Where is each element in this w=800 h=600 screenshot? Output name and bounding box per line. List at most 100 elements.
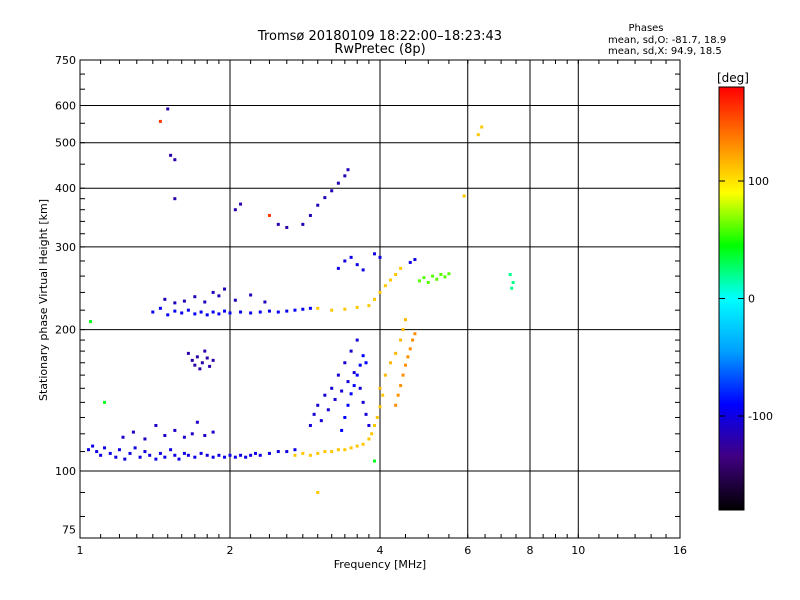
data-point — [422, 276, 426, 280]
data-point — [182, 299, 186, 303]
data-point — [263, 300, 267, 304]
data-point — [249, 293, 253, 297]
data-point — [193, 295, 197, 299]
data-point — [249, 453, 253, 457]
data-point — [408, 260, 412, 264]
data-point — [117, 448, 121, 452]
data-point — [217, 294, 221, 298]
data-point — [389, 278, 393, 282]
data-point — [95, 450, 99, 454]
data-point — [343, 307, 347, 311]
data-point — [330, 189, 334, 193]
data-point — [511, 280, 515, 284]
data-point — [301, 307, 305, 311]
data-point — [312, 412, 316, 416]
data-point — [233, 298, 237, 302]
colorbar-tick-label: 0 — [748, 293, 755, 306]
data-point — [349, 349, 353, 353]
data-point — [301, 451, 305, 455]
phase-info-x: mean, sd,X: 94.9, 18.5 — [608, 46, 722, 57]
data-point — [180, 311, 184, 315]
data-point — [151, 310, 155, 314]
data-point — [381, 393, 385, 397]
data-point — [308, 306, 312, 310]
data-point — [203, 300, 207, 304]
data-point — [267, 309, 271, 313]
data-point — [89, 320, 93, 324]
data-point — [355, 305, 359, 309]
data-point — [508, 273, 512, 277]
data-point — [158, 119, 162, 123]
x-tick-label: 1 — [77, 544, 84, 557]
data-point — [340, 428, 344, 432]
data-point — [182, 435, 186, 439]
data-point — [367, 304, 371, 308]
data-point — [173, 428, 177, 432]
data-point — [355, 338, 359, 342]
data-point — [249, 311, 253, 315]
data-point — [163, 434, 167, 438]
x-tick-label: 4 — [377, 544, 384, 557]
data-point — [211, 290, 215, 294]
data-point — [190, 432, 194, 436]
data-point — [239, 310, 243, 314]
data-point — [439, 273, 443, 277]
data-point — [131, 430, 135, 434]
data-point — [316, 403, 320, 407]
data-point — [431, 274, 435, 278]
data-point — [217, 312, 221, 316]
data-point — [343, 361, 347, 365]
data-point — [333, 397, 337, 401]
colorbar-ticks: 100 0 -100 — [719, 175, 773, 423]
x-tick-label: 8 — [527, 544, 534, 557]
data-point — [108, 451, 112, 455]
data-point — [355, 373, 359, 377]
data-point — [195, 420, 199, 424]
data-point — [293, 453, 297, 457]
data-point — [285, 450, 289, 454]
data-point — [177, 457, 181, 461]
data-point — [173, 197, 177, 201]
y-tick-label: 600 — [55, 100, 76, 113]
data-point — [413, 258, 417, 262]
data-point — [462, 194, 466, 198]
data-point — [316, 306, 320, 310]
data-point — [258, 310, 262, 314]
data-point — [166, 107, 170, 111]
data-point — [308, 213, 312, 217]
data-point — [233, 455, 237, 459]
minor-ticks — [80, 60, 680, 538]
data-point — [239, 202, 243, 206]
data-point — [349, 255, 353, 259]
data-point — [173, 453, 177, 457]
x-tick-labels: 1 2 4 6 8 10 16 — [77, 544, 688, 557]
data-point — [163, 297, 167, 301]
data-point — [143, 437, 147, 441]
data-point — [182, 451, 186, 455]
data-point — [199, 310, 203, 314]
data-point — [319, 419, 323, 423]
data-point — [223, 455, 227, 459]
data-point — [200, 361, 204, 365]
data-point — [267, 451, 271, 455]
data-point — [193, 363, 197, 367]
data-point — [211, 455, 215, 459]
phase-info-o: mean, sd,O: -81.7, 18.9 — [608, 35, 726, 46]
data-point — [123, 457, 127, 461]
data-point — [173, 158, 177, 162]
y-tick-label: 500 — [55, 137, 76, 150]
data-point — [399, 384, 403, 388]
data-point — [276, 222, 280, 226]
data-point — [244, 455, 248, 459]
x-tick-label: 10 — [571, 544, 585, 557]
data-point — [378, 386, 382, 390]
data-point — [336, 181, 340, 185]
data-point — [330, 450, 334, 454]
data-point — [361, 442, 365, 446]
data-point — [394, 351, 398, 355]
data-point — [394, 273, 398, 277]
data-point — [346, 168, 350, 172]
chart-title: Tromsø 20180109 18:22:00–18:23:43 — [257, 29, 502, 44]
y-tick-label: 100 — [55, 465, 76, 478]
data-point — [276, 310, 280, 314]
